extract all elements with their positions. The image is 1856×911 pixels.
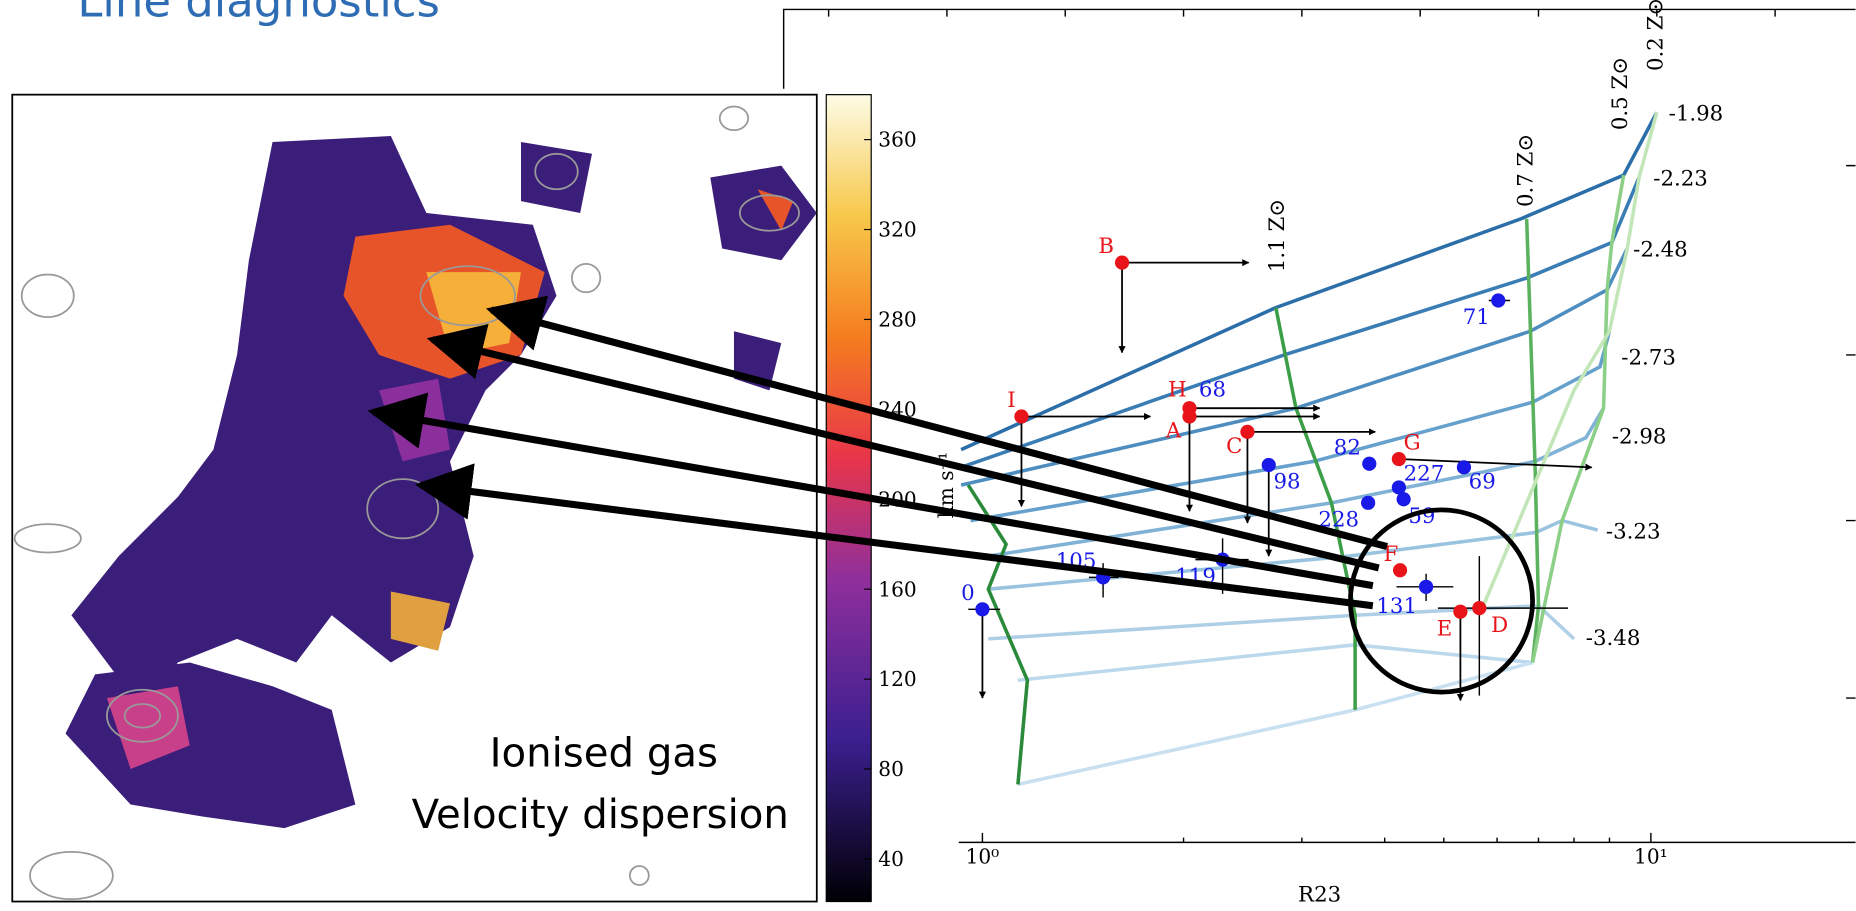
metallicity-label: 1.1 Z⊙ [1265, 199, 1290, 272]
point-label: C [1226, 434, 1242, 459]
point-label: 0 [961, 581, 975, 606]
ionization-label: -2.48 [1633, 238, 1688, 263]
metallicity-label: 0.2 Z⊙ [1644, 0, 1669, 71]
metallicity-curve [1533, 175, 1624, 662]
colorbar-tick-label: 200 [878, 487, 916, 511]
annotation: Velocity dispersion [412, 792, 789, 838]
point-label: E [1437, 616, 1453, 641]
colorbar-tick-label: 320 [878, 218, 916, 242]
data-point [1240, 425, 1254, 439]
point-label: 98 [1273, 470, 1300, 495]
annotation: Ionised gas [490, 731, 718, 777]
data-point [1361, 496, 1375, 510]
point-label: H [1168, 377, 1187, 402]
x-tick-label: 10¹ [1634, 845, 1668, 869]
ionization-label: -2.98 [1612, 425, 1667, 450]
ionization-curve [961, 112, 1657, 449]
ionization-label: -1.98 [1669, 102, 1724, 127]
x-axis-label: R23 [1298, 883, 1341, 908]
point-label: 71 [1463, 305, 1490, 330]
data-point [1419, 580, 1433, 594]
metallicity-curve [968, 485, 1027, 784]
ionization-curve [988, 606, 1574, 639]
colorbar-tick-label: 40 [878, 847, 904, 871]
colorbar-tick-label: 280 [878, 308, 916, 332]
data-point [1182, 409, 1196, 423]
ionization-curve [1018, 645, 1533, 680]
point-label: B [1098, 234, 1114, 259]
data-point [1362, 457, 1376, 471]
ionization-label: -3.23 [1606, 519, 1661, 544]
data-point [1453, 605, 1467, 619]
x-tick-label: 10⁰ [966, 845, 1000, 869]
colorbar-tick-label: 80 [878, 757, 904, 781]
ionization-label: -2.23 [1653, 167, 1708, 192]
data-point [1115, 256, 1129, 270]
colorbar-tick-label: 160 [878, 577, 916, 601]
point-label: I [1007, 388, 1015, 413]
metallicity-label: 0.7 Z⊙ [1514, 134, 1539, 207]
slide: Line diagnostics BIH68ACGFED010511998822… [0, 0, 1856, 911]
point-label: A [1165, 419, 1182, 444]
colorbar-tick-label: 240 [878, 397, 916, 421]
ionization-curve [1018, 663, 1533, 785]
ionization-label: -3.48 [1586, 626, 1641, 651]
page: Line diagnostics BIH68ACGFED010511998822… [0, 0, 1856, 911]
data-point [1491, 293, 1505, 307]
slide-title: Line diagnostics [77, 0, 440, 28]
data-point [1014, 409, 1028, 423]
point-label: 131 [1376, 594, 1417, 619]
model-grid [961, 112, 1657, 784]
colorbar-tick-label: 360 [878, 128, 916, 152]
ionization-label: -2.73 [1621, 345, 1676, 370]
point-label: 227 [1404, 461, 1445, 486]
colorbar-tick-label: 120 [878, 667, 916, 691]
metallicity-label: 0.5 Z⊙ [1608, 57, 1633, 130]
point-label: 82 [1334, 435, 1361, 460]
data-point [975, 602, 989, 616]
point-label: 69 [1469, 470, 1496, 495]
point-label: D [1491, 613, 1508, 638]
data-point [1472, 601, 1486, 615]
point-label: G [1404, 431, 1421, 456]
point-label: 68 [1199, 377, 1226, 402]
